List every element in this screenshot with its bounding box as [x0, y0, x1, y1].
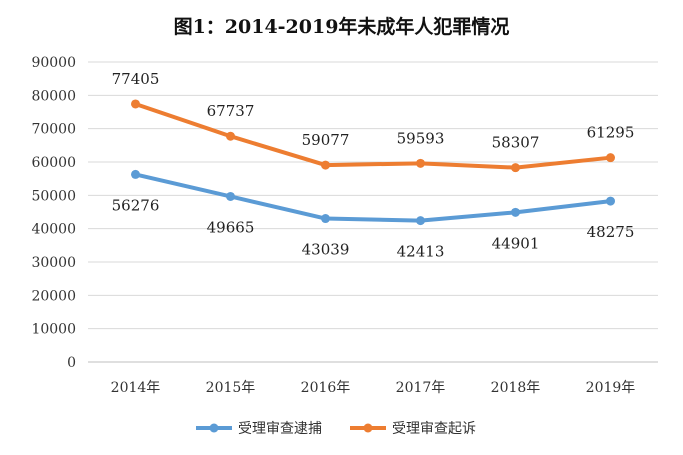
- data-labels: 56276 49665 43039 42413 44901 48275 77405 67737…: [112, 70, 635, 261]
- y-tick-label: 90000: [31, 55, 76, 71]
- data-point: [226, 131, 235, 141]
- data-label: 59077: [302, 131, 350, 149]
- data-label: 58307: [492, 134, 540, 152]
- x-axis-ticks: 2014年 2015年 2016年 2017年 2018年 2019年: [111, 380, 636, 396]
- y-tick-label: 30000: [31, 255, 76, 271]
- series-line: [133, 101, 613, 170]
- data-label: 67737: [207, 102, 255, 120]
- x-tick-label: 2016年: [301, 380, 351, 396]
- data-label: 42413: [397, 243, 445, 261]
- legend-marker: [363, 423, 373, 433]
- data-label: 59593: [397, 129, 445, 147]
- data-point: [511, 207, 520, 217]
- y-tick-label: 70000: [31, 122, 76, 138]
- legend-marker: [209, 423, 219, 433]
- data-point: [131, 169, 140, 179]
- data-label: 43039: [302, 241, 350, 259]
- series-lines: [131, 99, 615, 226]
- chart-title: 图1：2014-2019年未成年人犯罪情况: [173, 16, 510, 38]
- x-tick-label: 2014年: [111, 380, 161, 396]
- data-point: [606, 196, 615, 206]
- data-point: [226, 191, 235, 201]
- data-point: [131, 99, 140, 109]
- legend-label: 受理审查逮捕: [238, 421, 322, 437]
- data-label: 44901: [492, 234, 540, 252]
- y-tick-label: 10000: [31, 322, 76, 338]
- y-axis-ticks: 0 10000 20000 30000 40000 50000 60000 70000 8000…: [31, 55, 76, 371]
- x-tick-label: 2018年: [491, 380, 541, 396]
- legend-label: 受理审查起诉: [392, 421, 476, 437]
- y-tick-label: 20000: [31, 288, 76, 304]
- legend: 受理审查逮捕 受理审查起诉: [196, 421, 476, 437]
- data-point: [416, 158, 425, 168]
- data-label: 61295: [587, 124, 635, 142]
- x-tick-label: 2015年: [206, 380, 256, 396]
- x-tick-label: 2019年: [586, 380, 636, 396]
- y-tick-label: 0: [67, 355, 76, 371]
- data-point: [321, 214, 330, 224]
- y-tick-label: 40000: [31, 222, 76, 238]
- data-point: [321, 160, 330, 170]
- series-line: [133, 172, 613, 223]
- gridlines: [88, 61, 658, 363]
- data-point: [416, 216, 425, 226]
- data-label: 49665: [207, 218, 255, 236]
- y-tick-label: 60000: [31, 155, 76, 171]
- x-tick-label: 2017年: [396, 380, 446, 396]
- y-tick-label: 50000: [31, 188, 76, 204]
- data-label: 56276: [112, 196, 160, 214]
- data-label: 48275: [587, 223, 635, 241]
- data-point: [606, 153, 615, 163]
- y-tick-label: 80000: [31, 88, 76, 104]
- data-label: 77405: [112, 70, 160, 88]
- data-point: [511, 163, 520, 173]
